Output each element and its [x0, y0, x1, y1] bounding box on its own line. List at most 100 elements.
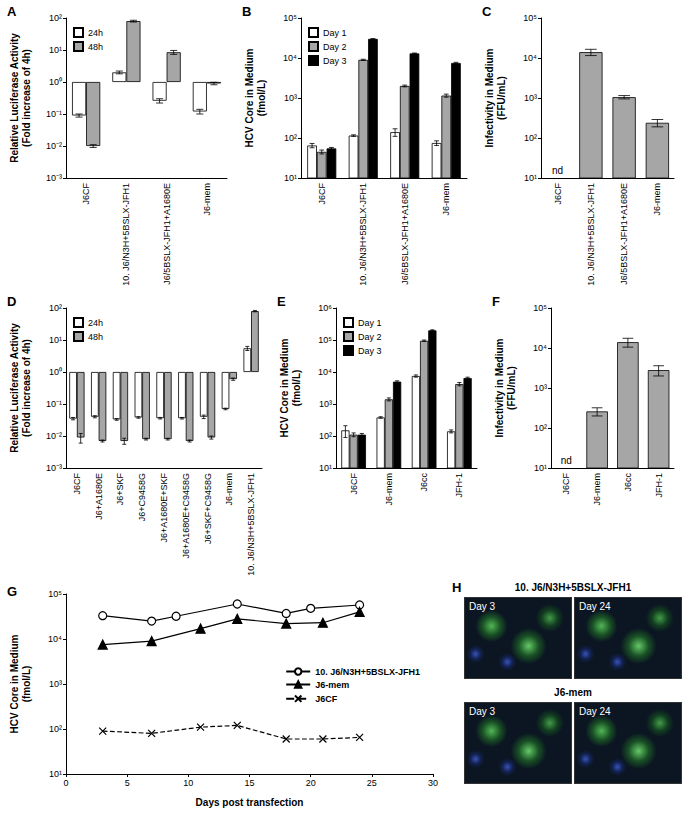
svg-text:48h: 48h	[88, 332, 103, 342]
svg-text:10²: 10²	[284, 133, 297, 143]
svg-text:10⁴: 10⁴	[533, 343, 547, 353]
svg-text:10³: 10³	[524, 93, 537, 103]
svg-text:(FFU/mL): (FFU/mL)	[496, 76, 507, 120]
svg-text:J6+A1680E: J6+A1680E	[94, 473, 104, 520]
svg-text:J6+A1680E+SKF: J6+A1680E+SKF	[159, 473, 169, 543]
svg-text:JFH-1: JFH-1	[654, 473, 664, 498]
svg-text:10. J6/N3H+5BSLX-JFH1: 10. J6/N3H+5BSLX-JFH1	[121, 183, 131, 286]
svg-text:10¹: 10¹	[49, 769, 62, 779]
svg-text:10⁴: 10⁴	[48, 634, 62, 644]
svg-text:10⁻¹: 10⁻¹	[46, 399, 62, 409]
svg-text:J6-mem: J6-mem	[202, 183, 212, 216]
svg-text:10¹: 10¹	[49, 335, 62, 345]
svg-text:J6-mem: J6-mem	[384, 473, 394, 506]
svg-text:nd: nd	[561, 455, 572, 466]
svg-text:10²: 10²	[319, 431, 332, 441]
svg-text:JFH-1: JFH-1	[454, 473, 464, 498]
svg-text:10. J6/N3H+5BSLX-JFH1: 10. J6/N3H+5BSLX-JFH1	[358, 183, 368, 286]
svg-text:J6-mem: J6-mem	[592, 473, 602, 506]
svg-text:D: D	[7, 294, 16, 309]
svg-text:10⁵: 10⁵	[48, 589, 62, 599]
svg-text:(FFU/mL): (FFU/mL)	[506, 366, 517, 410]
svg-text:(fmol/L): (fmol/L)	[256, 80, 267, 117]
svg-text:J6CF: J6CF	[315, 694, 338, 704]
svg-text:(Fold increase of 4h): (Fold increase of 4h)	[21, 49, 32, 147]
svg-text:J6+SKF+C9458G: J6+SKF+C9458G	[203, 473, 213, 544]
svg-text:(Fold increase of 4h): (Fold increase of 4h)	[21, 339, 32, 437]
svg-text:J6CF: J6CF	[72, 473, 82, 495]
svg-text:HCV Core in Medium: HCV Core in Medium	[279, 338, 290, 437]
svg-text:10. J6/N3H+5BSLX-JFH1: 10. J6/N3H+5BSLX-JFH1	[246, 473, 256, 576]
svg-text:24h: 24h	[88, 28, 103, 38]
svg-text:J6/5BSLX-JFH1+A1680E: J6/5BSLX-JFH1+A1680E	[619, 183, 629, 285]
svg-text:10⁰: 10⁰	[49, 367, 62, 377]
svg-text:HCV Core in Medium: HCV Core in Medium	[9, 634, 20, 733]
svg-text:10²: 10²	[534, 423, 547, 433]
svg-text:Day 2: Day 2	[358, 332, 382, 342]
svg-text:10³: 10³	[319, 399, 332, 409]
svg-text:nd: nd	[552, 165, 563, 176]
svg-text:Day 1: Day 1	[323, 28, 347, 38]
svg-text:10⁶: 10⁶	[318, 303, 332, 313]
svg-text:10²: 10²	[524, 133, 537, 143]
svg-text:J6CF: J6CF	[349, 473, 359, 495]
svg-text:10⁰: 10⁰	[49, 77, 62, 87]
svg-text:A: A	[7, 4, 17, 19]
svg-text:10²: 10²	[49, 303, 62, 313]
svg-text:10⁵: 10⁵	[533, 303, 547, 313]
svg-text:(fmol/L): (fmol/L)	[21, 666, 32, 703]
svg-text:10⁻³: 10⁻³	[46, 463, 62, 473]
svg-text:25: 25	[367, 778, 377, 788]
svg-text:Day 1: Day 1	[358, 318, 382, 328]
svg-text:Relative Luciferase Activity: Relative Luciferase Activity	[9, 323, 20, 453]
svg-text:J6cc: J6cc	[419, 473, 429, 492]
svg-text:J6-mem: J6-mem	[441, 183, 451, 216]
svg-text:10⁴: 10⁴	[523, 53, 537, 63]
svg-text:10¹: 10¹	[49, 45, 62, 55]
svg-text:J6+C9458G: J6+C9458G	[137, 473, 147, 521]
svg-text:J6CF: J6CF	[81, 183, 91, 205]
svg-text:30: 30	[428, 778, 438, 788]
svg-text:10³: 10³	[284, 93, 297, 103]
svg-text:10³: 10³	[49, 679, 62, 689]
svg-text:10. J6/N3H+5BSLX-JFH1: 10. J6/N3H+5BSLX-JFH1	[315, 667, 420, 677]
svg-text:10¹: 10¹	[524, 173, 537, 183]
svg-text:(fmol/L): (fmol/L)	[291, 370, 302, 407]
svg-text:Days post transfection: Days post transfection	[196, 797, 304, 808]
svg-text:J6+SKF: J6+SKF	[115, 472, 125, 505]
svg-text:24h: 24h	[88, 318, 103, 328]
svg-text:F: F	[492, 294, 500, 309]
svg-text:10¹: 10¹	[284, 173, 297, 183]
svg-text:J6/5BSLX-JFH1+A1680E: J6/5BSLX-JFH1+A1680E	[400, 183, 410, 285]
svg-text:5: 5	[125, 778, 130, 788]
svg-text:10⁻²: 10⁻²	[46, 141, 62, 151]
svg-text:10. J6/N3H+5BSLX-JFH1: 10. J6/N3H+5BSLX-JFH1	[586, 183, 596, 286]
svg-text:20: 20	[306, 778, 316, 788]
svg-text:J6CF: J6CF	[317, 183, 327, 205]
svg-text:Infectivity in Medium: Infectivity in Medium	[494, 338, 505, 437]
svg-text:E: E	[277, 294, 286, 309]
svg-text:J6/5BSLX-JFH1+A1680E: J6/5BSLX-JFH1+A1680E	[162, 183, 172, 285]
svg-text:10⁵: 10⁵	[318, 335, 332, 345]
svg-text:B: B	[242, 4, 251, 19]
svg-text:15: 15	[244, 778, 254, 788]
svg-text:10⁵: 10⁵	[523, 13, 537, 23]
svg-text:10⁴: 10⁴	[318, 367, 332, 377]
svg-text:J6CF: J6CF	[561, 473, 571, 495]
svg-text:C: C	[482, 4, 492, 19]
svg-text:10⁻²: 10⁻²	[46, 431, 62, 441]
svg-text:Infectivity in Medium: Infectivity in Medium	[484, 48, 495, 147]
svg-text:J6+A1680E+C9458G: J6+A1680E+C9458G	[181, 473, 191, 559]
svg-text:Day 3: Day 3	[358, 346, 382, 356]
svg-text:10¹: 10¹	[319, 463, 332, 473]
svg-text:10⁵: 10⁵	[283, 13, 297, 23]
svg-text:10³: 10³	[534, 383, 547, 393]
svg-text:0: 0	[63, 778, 68, 788]
svg-text:10⁻¹: 10⁻¹	[46, 109, 62, 119]
svg-text:J6-mem: J6-mem	[224, 473, 234, 506]
svg-text:HCV Core in Medium: HCV Core in Medium	[244, 48, 255, 147]
svg-text:10²: 10²	[49, 724, 62, 734]
svg-text:J6-mem: J6-mem	[652, 183, 662, 216]
svg-text:Relative Luciferase Activity: Relative Luciferase Activity	[9, 33, 20, 163]
svg-text:10⁻³: 10⁻³	[46, 173, 62, 183]
